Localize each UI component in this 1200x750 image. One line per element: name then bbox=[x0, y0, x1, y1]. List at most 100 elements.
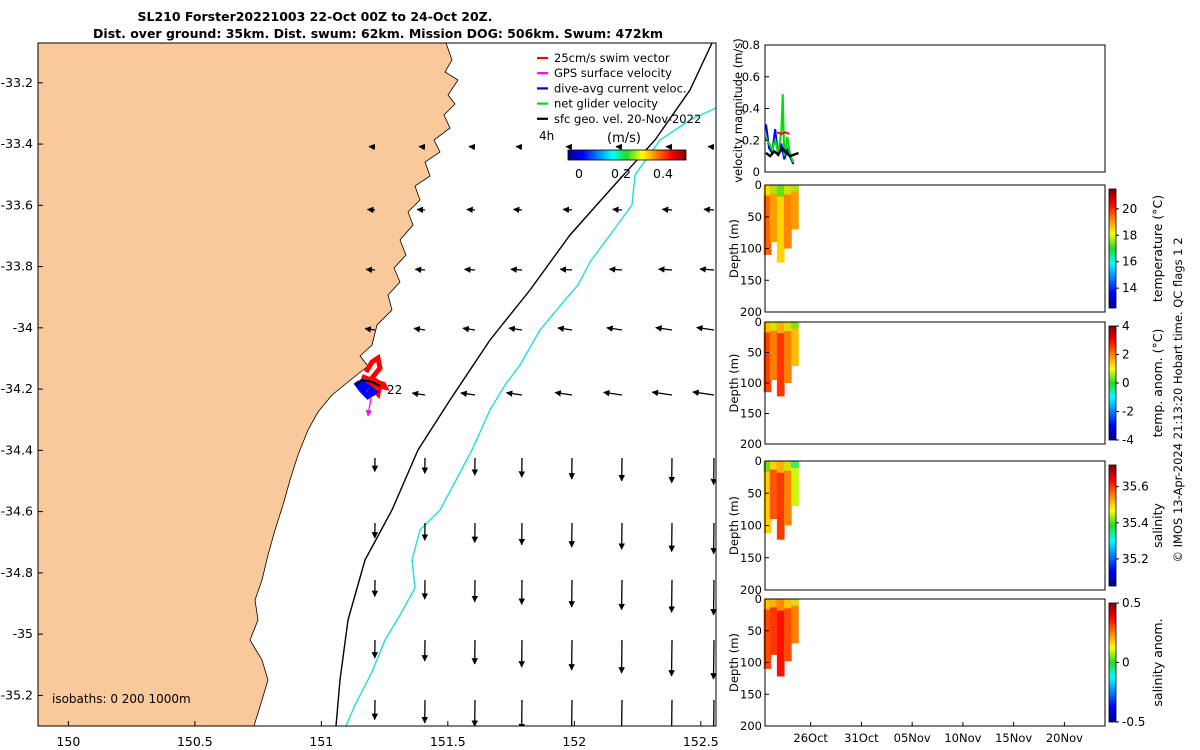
speed-colorbar-tick: 0.4 bbox=[653, 166, 673, 181]
colorbar-tick-label: -2 bbox=[1122, 405, 1134, 419]
current-arrow bbox=[608, 266, 623, 273]
profile-cell-surface bbox=[769, 599, 778, 608]
x-tick-label: 10Nov bbox=[944, 731, 981, 745]
panel-background bbox=[765, 599, 1105, 726]
lat-tick-label: -34.4 bbox=[1, 442, 33, 457]
lat-tick-label: -33.2 bbox=[1, 75, 33, 90]
panel-frame bbox=[764, 184, 1106, 313]
current-arrow bbox=[464, 266, 476, 273]
colorbar-tick-label: 20 bbox=[1122, 202, 1137, 216]
y-tick-label: 50 bbox=[747, 486, 762, 500]
profile-cell bbox=[769, 599, 778, 655]
profile-cell-surface bbox=[763, 461, 772, 472]
profile-cell bbox=[791, 461, 799, 507]
profile-panel-2: 0 50 100 150 200 Depth (m) -4 -2 0 2 4 temp. anom. … bbox=[727, 315, 1165, 451]
x-tick-label: 20Nov bbox=[1046, 731, 1083, 745]
y-tick-label: 0.8 bbox=[742, 38, 760, 52]
profile-cell-surface bbox=[783, 461, 792, 471]
profile-cell-surface bbox=[763, 185, 772, 196]
legend-entry: net glider velocity bbox=[554, 97, 658, 111]
colorbar-tick-label: 35.2 bbox=[1122, 552, 1149, 566]
lon-tick-label: 151 bbox=[309, 734, 333, 749]
profile-cell-surface bbox=[763, 599, 772, 610]
y-axis-label: Depth (m) bbox=[727, 219, 741, 278]
current-arrow bbox=[416, 206, 426, 214]
profile-cell bbox=[776, 599, 785, 677]
y-tick-label: 200 bbox=[740, 437, 762, 451]
profile-cell bbox=[783, 185, 792, 249]
current-arrow bbox=[557, 325, 573, 333]
panel-background bbox=[765, 461, 1105, 590]
colorbar-tick-label: 16 bbox=[1122, 255, 1137, 269]
glider-track bbox=[353, 353, 390, 417]
x-tick-label: 05Nov bbox=[894, 731, 931, 745]
y-tick-label: 0.2 bbox=[742, 133, 760, 147]
y-axis-label: Depth (m) bbox=[727, 354, 741, 413]
profile-cell bbox=[763, 185, 772, 255]
current-arrow bbox=[671, 699, 673, 726]
dive-avg-current-track bbox=[353, 377, 380, 400]
y-tick-label: 100 bbox=[740, 242, 762, 256]
legend-entry: dive-avg current veloc. bbox=[554, 81, 687, 95]
y-tick-label: 200 bbox=[740, 719, 762, 733]
profile-cell-surface bbox=[791, 185, 799, 192]
current-arrow bbox=[606, 325, 623, 332]
current-arrow bbox=[651, 389, 673, 397]
map-axes-frame bbox=[37, 42, 717, 727]
profile-panel-1: 0 50 100 150 200 Depth (m) 14 16 18 20 temperature… bbox=[727, 178, 1165, 319]
y-tick-label: 50 bbox=[747, 624, 762, 638]
surface-geostrophic-track bbox=[355, 378, 381, 387]
y-axis-label: Depth (m) bbox=[727, 496, 741, 555]
panel-colorbar bbox=[1108, 464, 1117, 587]
isobaths-label: isobaths: 0 200 1000m bbox=[52, 692, 191, 706]
profile-cell bbox=[776, 322, 785, 397]
current-arrow bbox=[692, 389, 715, 396]
x-tick-label: 31Oct bbox=[844, 731, 879, 745]
profile-cell bbox=[763, 461, 772, 534]
y-axis-label: velocity magnitude (m/s) bbox=[731, 38, 745, 183]
current-arrow bbox=[612, 206, 623, 214]
colorbar-tick-label: 14 bbox=[1122, 281, 1137, 295]
profile-cell bbox=[783, 461, 792, 526]
profile-panel-4: 0 50 100 150 200 Depth (m) -0.5 0 0.5 salinity an… bbox=[727, 592, 1165, 745]
map-longitude-ticks: 150 150.5 151 151.5 152 152.5 bbox=[56, 721, 719, 749]
profile-cell-surface bbox=[791, 461, 799, 468]
profile-cell bbox=[769, 185, 778, 243]
current-arrow bbox=[510, 266, 523, 273]
lat-tick-label: -33.6 bbox=[1, 197, 33, 212]
colorbar-tick-label: 0 bbox=[1122, 376, 1130, 390]
isobath-200m bbox=[335, 43, 713, 726]
annotation-4h: 4h bbox=[539, 129, 554, 143]
y-tick-label: 0 bbox=[755, 315, 762, 329]
map-panel: 150 150.5 151 151.5 152 152.5 -33.2 -33.4 -33.6… bbox=[1, 42, 719, 749]
colorbar-label: salinity anom. bbox=[1150, 618, 1165, 706]
speed-colorbar-tick: 0.2 bbox=[611, 166, 631, 181]
speed-colorbar bbox=[567, 149, 687, 161]
lat-tick-label: -34.2 bbox=[1, 381, 33, 396]
current-arrow bbox=[365, 266, 376, 274]
colorbar-label: temp. anom. (°C) bbox=[1150, 329, 1165, 438]
y-tick-label: 150 bbox=[740, 407, 762, 421]
chart-title-line2: Dist. over ground: 35km. Dist. swum: 62k… bbox=[93, 26, 663, 41]
panel-colorbar bbox=[1108, 325, 1117, 441]
copyright-qc-text: © IMOS 13-Apr-2024 21:13:20 Hobart time.… bbox=[1171, 237, 1185, 562]
panel-colorbar bbox=[1108, 188, 1117, 309]
profile-cell bbox=[769, 461, 778, 520]
panel-frame bbox=[764, 321, 1106, 445]
profile-cell bbox=[769, 322, 778, 380]
profile-cell bbox=[776, 461, 785, 540]
y-tick-label: 100 bbox=[740, 656, 762, 670]
panel-background bbox=[765, 322, 1105, 444]
y-tick-label: 100 bbox=[740, 376, 762, 390]
colorbar-tick-label: 0 bbox=[1122, 656, 1130, 670]
chart-title-line1: SL210 Forster20221003 22-Oct 00Z to 24-O… bbox=[137, 9, 492, 24]
velocity-series-line bbox=[765, 94, 795, 163]
panel-background bbox=[765, 45, 1105, 172]
panel-colorbar bbox=[1108, 602, 1117, 723]
legend-entry: 25cm/s swim vector bbox=[554, 51, 670, 65]
y-tick-label: 0 bbox=[753, 165, 760, 179]
y-tick-label: 150 bbox=[740, 551, 762, 565]
colorbar-label: salinity bbox=[1150, 502, 1165, 547]
